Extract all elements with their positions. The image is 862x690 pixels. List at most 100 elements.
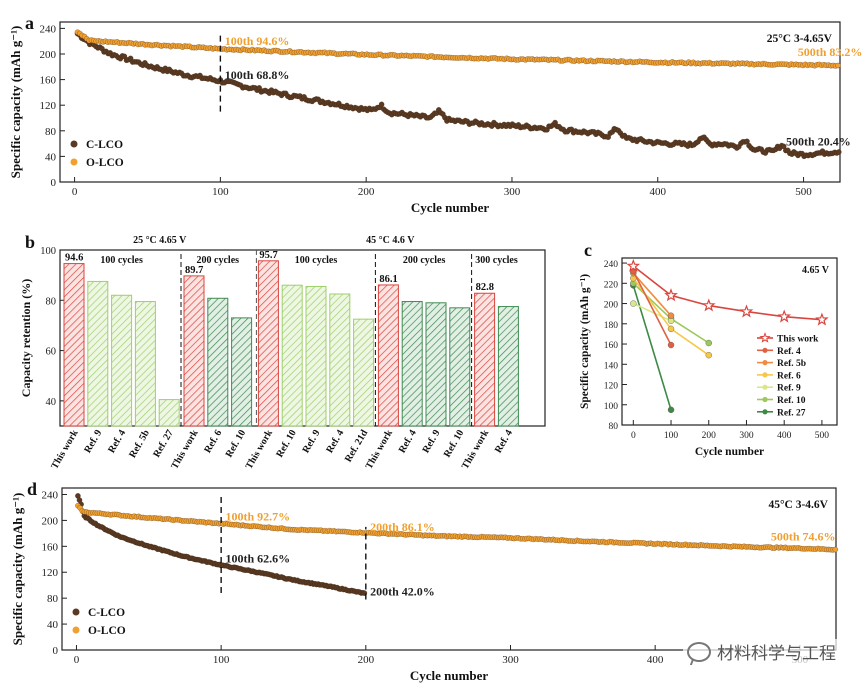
bar-value-label: 86.1: [379, 274, 397, 285]
annotation-label: 500th 83.2%: [798, 45, 862, 59]
y-tick-label: 80: [46, 296, 57, 307]
x-tick-label: 200: [702, 431, 717, 441]
y-tick-label: 40: [45, 151, 57, 163]
legend-marker: [762, 347, 768, 353]
annotation-label: 100th 94.6%: [225, 34, 290, 48]
legend-marker: [762, 372, 768, 378]
y-tick-label: 200: [604, 301, 619, 311]
category-label: Ref. 5b: [127, 428, 152, 460]
legend-entry: O-LCO: [88, 625, 126, 637]
y-tick-label: 0: [51, 177, 57, 189]
category-label: This work: [49, 428, 81, 472]
y-tick-label: 120: [40, 100, 57, 112]
bar: [281, 284, 303, 427]
bar: [305, 285, 327, 427]
bar: [183, 275, 205, 427]
y-axis-label: Capacity retention (%): [19, 279, 33, 397]
annotation-label: 100th 68.8%: [225, 68, 290, 82]
category-label: Ref. 10: [224, 428, 249, 459]
category-label: Ref. 9: [301, 428, 323, 455]
category-label: Ref. 4: [106, 428, 128, 455]
plot-frame: [621, 257, 838, 426]
y-tick-label: 40: [47, 619, 59, 631]
bar: [329, 293, 351, 427]
x-axis-label: Cycle number: [410, 668, 489, 683]
series-o-lco: [75, 502, 839, 553]
bar-value-label: 82.8: [476, 282, 494, 293]
subgroup-label: 300 cycles: [475, 255, 518, 266]
panel-label: b: [25, 232, 35, 252]
legend-marker: [72, 608, 80, 616]
x-tick-label: 100: [212, 186, 229, 198]
legend-entry: O-LCO: [86, 157, 124, 169]
y-axis-label: Specific capacity (mAh g⁻¹): [579, 274, 591, 409]
bar: [63, 263, 85, 427]
data-point: [626, 258, 641, 272]
y-tick-label: 240: [42, 489, 59, 501]
data-point: [667, 325, 675, 333]
condition-label: 45°C 3-4.6V: [768, 499, 828, 511]
x-tick-label: 400: [647, 654, 664, 666]
bar: [158, 399, 180, 427]
legend-marker: [762, 384, 768, 390]
legend-marker: [759, 332, 771, 343]
condition-label: 25°C 3-4.65V: [767, 33, 833, 45]
x-tick-label: 500: [795, 186, 812, 198]
annotation-label: 200th 86.1%: [370, 520, 435, 534]
bar: [353, 318, 375, 427]
series-ref-9: [630, 300, 675, 324]
data-point: [664, 288, 678, 302]
category-label: Ref. 4: [493, 428, 515, 455]
panel-label: d: [27, 479, 37, 499]
bar: [111, 294, 133, 427]
legend-marker: [762, 360, 768, 366]
data-point: [777, 309, 792, 323]
bar: [497, 306, 519, 427]
data-point: [836, 149, 842, 155]
subgroup-label: 100 cycles: [295, 255, 338, 266]
y-tick-label: 100: [40, 246, 56, 257]
x-axis-label: Cycle number: [695, 446, 764, 458]
category-label: Ref. 4: [397, 428, 419, 455]
series-line: [632, 270, 672, 346]
y-tick-label: 160: [40, 75, 57, 87]
bar-value-label: 95.7: [259, 250, 277, 261]
data-point: [739, 304, 754, 318]
group-title: 25 °C 4.65 V: [133, 235, 187, 246]
data-point: [378, 101, 385, 108]
data-point: [705, 339, 712, 347]
y-tick-label: 160: [604, 341, 619, 351]
annotation-label: 200th 42.0%: [370, 585, 435, 599]
series-ref-4: [630, 267, 675, 349]
series-line: [632, 272, 672, 317]
condition-label: 4.65 V: [802, 265, 830, 276]
annotation-label: 100th 92.7%: [225, 509, 290, 523]
x-tick-label: 0: [72, 186, 78, 198]
y-tick-label: 100: [604, 402, 619, 412]
legend-entry: Ref. 4: [777, 347, 801, 357]
subgroup-label: 100 cycles: [100, 255, 143, 266]
legend-entry: This work: [777, 335, 819, 345]
group-title: 45 °C 4.6 V: [366, 235, 415, 246]
data-point: [667, 312, 675, 319]
data-point: [630, 300, 637, 307]
category-label: Ref. 27: [151, 428, 176, 459]
y-tick-label: 80: [45, 126, 57, 138]
subgroup-label: 200 cycles: [197, 255, 240, 266]
legend-marker: [762, 396, 768, 403]
legend-entry: Ref. 27: [777, 408, 806, 418]
panel-b-retention-bars: 40 60 80 100 Capacity retention (%) b 94.6 This…: [19, 232, 546, 472]
legend-marker: [70, 140, 78, 148]
series-line: [632, 302, 672, 322]
data-point: [815, 312, 829, 326]
y-tick-label: 200: [40, 49, 57, 61]
x-tick-label: 500: [815, 431, 830, 441]
bar-value-label: 89.7: [185, 265, 203, 276]
plot-frame: [61, 487, 837, 651]
panel-label: a: [25, 13, 34, 33]
subgroup-label: 200 cycles: [403, 255, 446, 266]
category-label: Ref. 21d: [343, 428, 371, 465]
category-label: This work: [244, 428, 276, 472]
legend-marker: [72, 626, 80, 634]
